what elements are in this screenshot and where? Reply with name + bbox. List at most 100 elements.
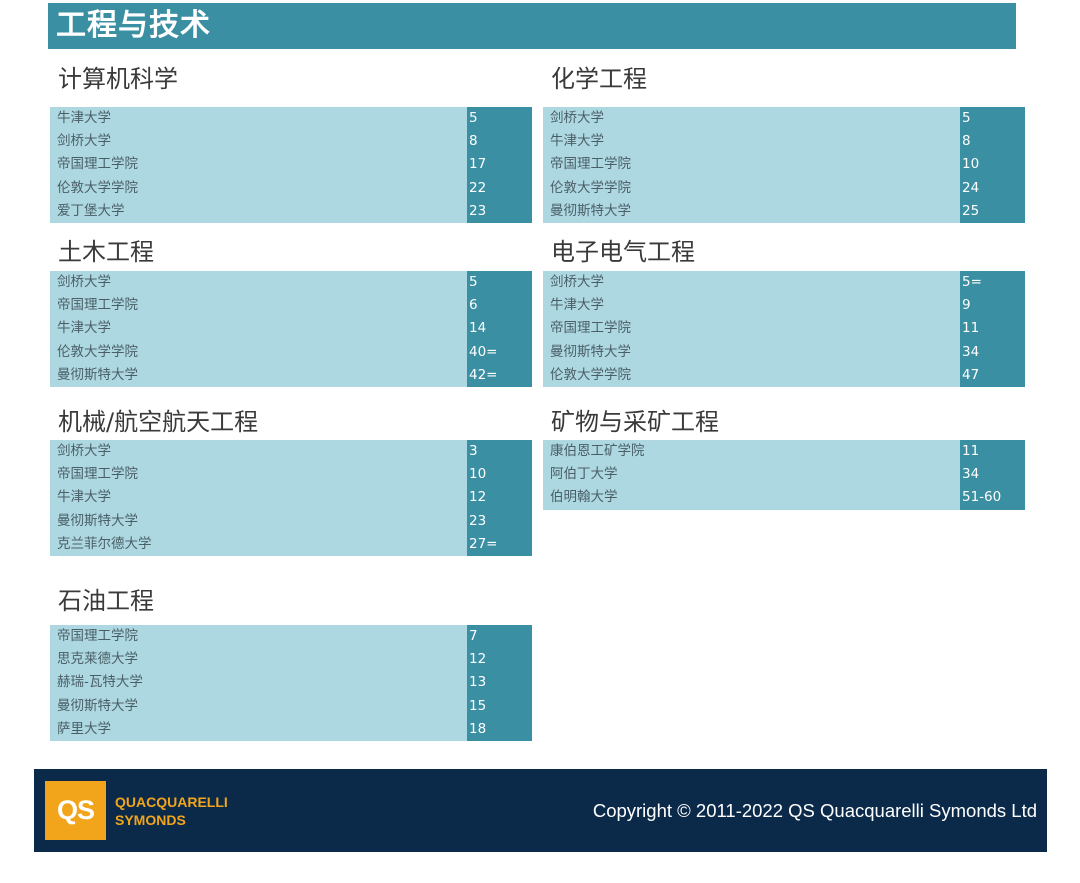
rank-value: 23 [467, 199, 532, 223]
rank-value: 14 [467, 317, 532, 341]
university-name: 曼彻斯特大学 [543, 199, 960, 223]
table-row: 牛津大学 14 [50, 317, 532, 341]
rank-value: 10 [467, 463, 532, 487]
university-name: 曼彻斯特大学 [50, 694, 467, 718]
table-row: 剑桥大学 3 [50, 440, 532, 464]
university-name: 帝国理工学院 [50, 153, 467, 177]
section-title: 矿物与采矿工程 [551, 408, 719, 436]
table-row: 萨里大学 18 [50, 717, 532, 741]
table-row: 曼彻斯特大学 25 [543, 199, 1025, 223]
university-name: 帝国理工学院 [50, 463, 467, 487]
rank-value: 12 [467, 486, 532, 510]
university-name: 曼彻斯特大学 [50, 509, 467, 533]
table-row: 牛津大学 9 [543, 294, 1025, 318]
university-name: 剑桥大学 [50, 271, 467, 295]
rank-value: 5 [467, 271, 532, 295]
rank-value: 24 [960, 176, 1025, 200]
section-mineral-mining-engineering: 矿物与采矿工程 康伯恩工矿学院 11 阿伯丁大学 34 伯明翰大学 51-60 [543, 404, 1025, 510]
table-row: 帝国理工学院 7 [50, 625, 532, 649]
rank-value: 40= [467, 340, 532, 364]
rank-value: 22 [467, 176, 532, 200]
logo-line-2: SYMONDS [115, 812, 186, 828]
table-row: 帝国理工学院 11 [543, 317, 1025, 341]
rank-value: 13 [467, 671, 532, 695]
ranking-table: 帝国理工学院 7 思克莱德大学 12 赫瑞-瓦特大学 13 曼彻斯特大学 15 萨里大学… [50, 625, 532, 741]
university-name: 思克莱德大学 [50, 648, 467, 672]
rank-value: 6 [467, 294, 532, 318]
ranking-table: 剑桥大学 3 帝国理工学院 10 牛津大学 12 曼彻斯特大学 23 克兰菲尔德大学 27… [50, 440, 532, 556]
rank-value: 23 [467, 509, 532, 533]
section-mechanical-aerospace-engineering: 机械/航空航天工程 剑桥大学 3 帝国理工学院 10 牛津大学 12 曼彻斯特大学 23… [50, 404, 532, 556]
rank-value: 5 [467, 107, 532, 131]
rank-value: 42= [467, 363, 532, 387]
table-row: 剑桥大学 5= [543, 271, 1025, 295]
logo-wordmark: QUACQUARELLI SYMONDS [115, 793, 228, 829]
university-name: 阿伯丁大学 [543, 463, 960, 487]
table-row: 曼彻斯特大学 23 [50, 509, 532, 533]
rank-value: 9 [960, 294, 1025, 318]
section-chemical-engineering: 化学工程 剑桥大学 5 牛津大学 8 帝国理工学院 10 伦敦大学学院 24 曼彻斯特大… [543, 61, 1025, 223]
table-row: 牛津大学 12 [50, 486, 532, 510]
table-row: 康伯恩工矿学院 11 [543, 440, 1025, 464]
table-row: 克兰菲尔德大学 27= [50, 532, 532, 556]
table-row: 伦敦大学学院 22 [50, 176, 532, 200]
rank-value: 11 [960, 317, 1025, 341]
table-row: 思克莱德大学 12 [50, 648, 532, 672]
table-row: 阿伯丁大学 34 [543, 463, 1025, 487]
ranking-table: 剑桥大学 5= 牛津大学 9 帝国理工学院 11 曼彻斯特大学 34 伦敦大学学院 47 [543, 271, 1025, 387]
university-name: 曼彻斯特大学 [543, 340, 960, 364]
table-row: 牛津大学 8 [543, 130, 1025, 154]
copyright-text: Copyright © 2011-2022 QS Quacquarelli Sy… [592, 800, 1037, 821]
table-row: 帝国理工学院 6 [50, 294, 532, 318]
university-name: 牛津大学 [543, 294, 960, 318]
page-title: 工程与技术 [48, 3, 1016, 49]
rank-value: 5= [960, 271, 1025, 295]
university-name: 克兰菲尔德大学 [50, 532, 467, 556]
section-title: 电子电气工程 [551, 238, 695, 266]
university-name: 帝国理工学院 [543, 153, 960, 177]
university-name: 牛津大学 [543, 130, 960, 154]
section-title: 化学工程 [551, 65, 647, 93]
section-civil-engineering: 土木工程 剑桥大学 5 帝国理工学院 6 牛津大学 14 伦敦大学学院 40= 曼彻斯特… [50, 234, 532, 387]
university-name: 伦敦大学学院 [50, 176, 467, 200]
table-row: 伦敦大学学院 40= [50, 340, 532, 364]
university-name: 剑桥大学 [543, 107, 960, 131]
rank-value: 25 [960, 199, 1025, 223]
section-electrical-engineering: 电子电气工程 剑桥大学 5= 牛津大学 9 帝国理工学院 11 曼彻斯特大学 34 伦敦… [543, 234, 1025, 387]
rank-value: 17 [467, 153, 532, 177]
table-row: 赫瑞-瓦特大学 13 [50, 671, 532, 695]
rank-value: 34 [960, 463, 1025, 487]
rank-value: 15 [467, 694, 532, 718]
university-name: 牛津大学 [50, 107, 467, 131]
rank-value: 3 [467, 440, 532, 464]
university-name: 牛津大学 [50, 317, 467, 341]
ranking-table: 牛津大学 5 剑桥大学 8 帝国理工学院 17 伦敦大学学院 22 爱丁堡大学 23 [50, 107, 532, 223]
university-name: 剑桥大学 [50, 130, 467, 154]
university-name: 萨里大学 [50, 717, 467, 741]
table-row: 帝国理工学院 10 [50, 463, 532, 487]
rank-value: 8 [960, 130, 1025, 154]
table-row: 曼彻斯特大学 34 [543, 340, 1025, 364]
table-row: 伯明翰大学 51-60 [543, 486, 1025, 510]
university-name: 伦敦大学学院 [543, 176, 960, 200]
ranking-table: 剑桥大学 5 帝国理工学院 6 牛津大学 14 伦敦大学学院 40= 曼彻斯特大学 42= [50, 271, 532, 387]
university-name: 牛津大学 [50, 486, 467, 510]
rank-value: 10 [960, 153, 1025, 177]
section-petroleum-engineering: 石油工程 帝国理工学院 7 思克莱德大学 12 赫瑞-瓦特大学 13 曼彻斯特大学 15… [50, 583, 532, 741]
table-row: 曼彻斯特大学 15 [50, 694, 532, 718]
rank-value: 7 [467, 625, 532, 649]
ranking-table: 剑桥大学 5 牛津大学 8 帝国理工学院 10 伦敦大学学院 24 曼彻斯特大学 25 [543, 107, 1025, 223]
university-name: 赫瑞-瓦特大学 [50, 671, 467, 695]
rank-value: 51-60 [960, 486, 1025, 510]
table-row: 剑桥大学 8 [50, 130, 532, 154]
table-row: 剑桥大学 5 [50, 271, 532, 295]
rank-value: 27= [467, 532, 532, 556]
table-row: 伦敦大学学院 47 [543, 363, 1025, 387]
university-name: 康伯恩工矿学院 [543, 440, 960, 464]
section-title: 土木工程 [58, 238, 154, 266]
university-name: 爱丁堡大学 [50, 199, 467, 223]
university-name: 伯明翰大学 [543, 486, 960, 510]
rank-value: 34 [960, 340, 1025, 364]
section-title: 机械/航空航天工程 [58, 408, 259, 436]
table-row: 爱丁堡大学 23 [50, 199, 532, 223]
